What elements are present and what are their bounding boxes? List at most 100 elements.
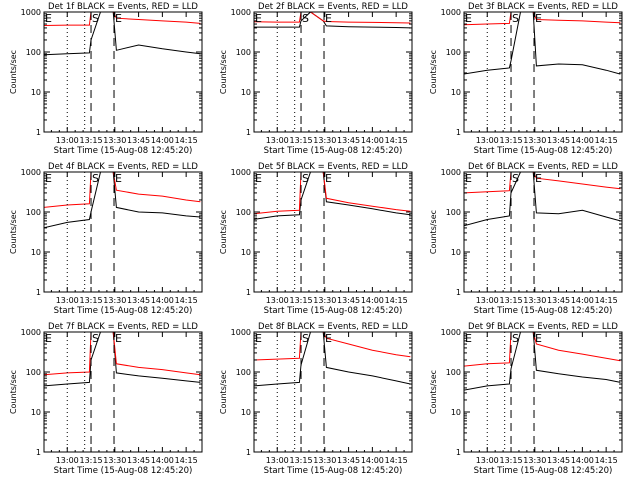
x-tick-label: 14:15 xyxy=(175,296,198,305)
y-tick-label: 1000 xyxy=(441,328,461,337)
y-tick-label: 10 xyxy=(451,88,461,97)
x-axis-label: Start Time (15-Aug-08 12:45:20) xyxy=(54,306,193,316)
detector-panel-9: E S E 1 10 100 1000 13:00 13:15 13:30 13:45 14:00 14… xyxy=(429,322,623,476)
x-axis-label: Start Time (15-Aug-08 12:45:20) xyxy=(54,466,193,476)
x-tick-label: 13:30 xyxy=(103,136,126,145)
y-tick-label: 100 xyxy=(446,368,461,377)
y-tick-label: 1 xyxy=(456,448,461,457)
y-axis-label: Counts/sec xyxy=(429,370,438,414)
x-tick-label: 13:15 xyxy=(499,296,522,305)
y-tick-label: 1000 xyxy=(231,8,251,17)
x-tick-label: 13:00 xyxy=(266,296,289,305)
x-tick-label: 14:00 xyxy=(151,296,174,305)
y-tick-label: 1000 xyxy=(231,328,251,337)
x-tick-label: 13:30 xyxy=(523,456,546,465)
x-tick-label: 13:45 xyxy=(127,136,150,145)
panel-title: Det 3f BLACK = Events, RED = LLD xyxy=(468,2,618,12)
marker-label: S xyxy=(92,172,99,185)
detector-panel-6: E S E 1 10 100 1000 13:00 13:15 13:30 13:45 14:00 14… xyxy=(429,162,623,316)
marker-label: E xyxy=(535,12,542,25)
lld-series-line xyxy=(44,172,201,208)
y-axis-label: Counts/sec xyxy=(9,210,18,254)
marker-label: E xyxy=(45,12,52,25)
y-tick-label: 1 xyxy=(246,448,251,457)
x-tick-label: 13:00 xyxy=(56,136,79,145)
marker-label: E xyxy=(115,12,122,25)
marker-label: E xyxy=(45,172,52,185)
events-series-line xyxy=(464,12,621,75)
x-tick-label: 13:15 xyxy=(499,136,522,145)
y-tick-label: 1000 xyxy=(441,168,461,177)
x-tick-label: 14:00 xyxy=(361,136,384,145)
x-tick-label: 13:15 xyxy=(289,296,312,305)
x-tick-label: 13:30 xyxy=(313,296,336,305)
y-tick-label: 100 xyxy=(26,208,41,217)
panel-title: Det 6f BLACK = Events, RED = LLD xyxy=(468,162,618,172)
detector-panel-8: E S E 1 10 100 1000 13:00 13:15 13:30 13:45 14:00 14… xyxy=(219,322,413,476)
events-series-line xyxy=(44,12,201,56)
marker-label: E xyxy=(325,172,332,185)
lld-series-line xyxy=(44,332,201,376)
x-tick-label: 13:15 xyxy=(79,136,102,145)
detector-panel-4: E S E 1 10 100 1000 13:00 13:15 13:30 13:45 14:00 14… xyxy=(9,162,203,316)
x-axis-label: Start Time (15-Aug-08 12:45:20) xyxy=(474,306,613,316)
x-tick-label: 13:30 xyxy=(313,136,336,145)
y-tick-label: 1 xyxy=(246,288,251,297)
x-tick-label: 14:15 xyxy=(595,456,618,465)
y-tick-label: 10 xyxy=(31,88,41,97)
x-tick-label: 13:45 xyxy=(547,456,570,465)
lld-series-line xyxy=(464,12,621,26)
y-tick-label: 1 xyxy=(456,288,461,297)
y-tick-label: 10 xyxy=(451,408,461,417)
x-tick-label: 13:00 xyxy=(476,296,499,305)
events-series-line xyxy=(254,172,411,220)
x-tick-label: 13:15 xyxy=(289,136,312,145)
x-tick-label: 14:00 xyxy=(571,296,594,305)
marker-label: E xyxy=(255,12,262,25)
events-series-line xyxy=(44,332,201,387)
panel-title: Det 1f BLACK = Events, RED = LLD xyxy=(48,2,198,12)
marker-label: S xyxy=(302,12,309,25)
x-tick-label: 14:15 xyxy=(175,456,198,465)
x-tick-label: 13:30 xyxy=(313,456,336,465)
x-tick-label: 14:15 xyxy=(385,296,408,305)
marker-label: E xyxy=(115,172,122,185)
events-series-line xyxy=(464,332,621,391)
x-tick-label: 14:15 xyxy=(385,456,408,465)
detector-panel-3: E S E 1 10 100 1000 13:00 13:15 13:30 13:45 14:00 14… xyxy=(429,2,623,156)
y-axis-label: Counts/sec xyxy=(219,370,228,414)
x-axis-label: Start Time (15-Aug-08 12:45:20) xyxy=(264,466,403,476)
panel-title: Det 7f BLACK = Events, RED = LLD xyxy=(48,322,198,332)
x-tick-label: 13:45 xyxy=(547,296,570,305)
y-axis-label: Counts/sec xyxy=(429,210,438,254)
lld-series-line xyxy=(464,332,621,367)
x-tick-label: 14:00 xyxy=(151,456,174,465)
marker-label: S xyxy=(302,172,309,185)
y-tick-label: 1000 xyxy=(231,168,251,177)
y-tick-label: 1000 xyxy=(441,8,461,17)
marker-label: S xyxy=(512,12,519,25)
x-tick-label: 14:15 xyxy=(595,136,618,145)
marker-label: E xyxy=(115,332,122,345)
x-tick-label: 14:00 xyxy=(571,456,594,465)
lld-series-line xyxy=(254,172,411,215)
marker-label: S xyxy=(512,332,519,345)
y-tick-label: 10 xyxy=(241,408,251,417)
detector-panel-7: E S E 1 10 100 1000 13:00 13:15 13:30 13:45 14:00 14… xyxy=(9,322,203,476)
y-tick-label: 1 xyxy=(36,128,41,137)
x-tick-label: 14:00 xyxy=(151,136,174,145)
x-tick-label: 13:15 xyxy=(499,456,522,465)
x-tick-label: 14:00 xyxy=(571,136,594,145)
marker-label: E xyxy=(255,332,262,345)
x-tick-label: 13:45 xyxy=(337,296,360,305)
x-tick-label: 13:45 xyxy=(547,136,570,145)
x-axis-label: Start Time (15-Aug-08 12:45:20) xyxy=(264,146,403,156)
y-tick-label: 100 xyxy=(446,208,461,217)
x-tick-label: 14:00 xyxy=(361,456,384,465)
marker-label: E xyxy=(255,172,262,185)
x-tick-label: 13:30 xyxy=(103,296,126,305)
x-tick-label: 13:00 xyxy=(56,296,79,305)
y-tick-label: 100 xyxy=(236,368,251,377)
marker-label: E xyxy=(535,332,542,345)
